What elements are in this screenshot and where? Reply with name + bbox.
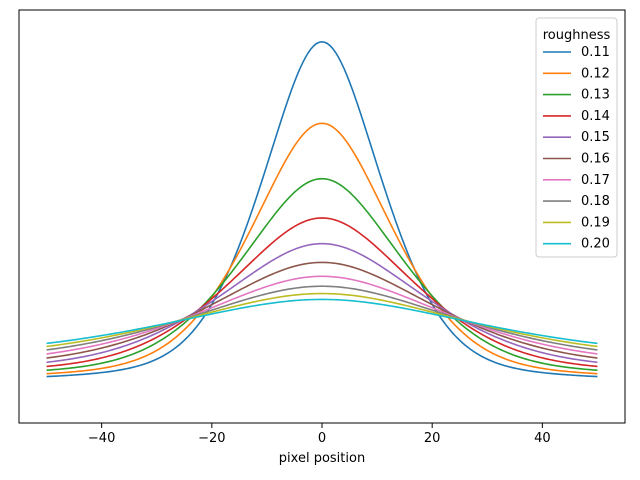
x-tick-label: 0 [318, 431, 326, 446]
legend-label: 0.18 [581, 194, 610, 209]
x-tick-label: 40 [534, 431, 551, 446]
series-line-0-15 [46, 242, 598, 364]
legend-label: 0.19 [581, 215, 610, 230]
series-line-0-18 [46, 285, 598, 351]
legend-label: 0.16 [581, 152, 610, 167]
series-line-0-13 [46, 177, 598, 372]
legend-label: 0.11 [581, 45, 610, 60]
legend-label: 0.17 [581, 173, 610, 188]
legend-label: 0.13 [581, 88, 610, 103]
series-line-0-16 [46, 261, 598, 359]
series-line-0-14 [46, 217, 598, 368]
legend-label: 0.20 [581, 237, 610, 252]
series-line-0-12 [46, 122, 598, 375]
x-axis: −40 −20 0 20 40 [88, 423, 551, 446]
plot-area [19, 10, 625, 423]
legend-label: 0.15 [581, 130, 610, 145]
x-axis-title: pixel position [279, 451, 365, 466]
legend-items: 0.11 0.12 0.13 0.14 0.15 0.16 0.17 0.18 0.19 0.20 [543, 45, 610, 252]
legend-label: 0.14 [581, 109, 610, 124]
legend: roughness 0.110.120.130.140.150.160.170.… [535, 17, 618, 258]
x-tick-label: −40 [88, 431, 115, 446]
series-line-0-17 [46, 275, 598, 355]
legend-frame [535, 17, 618, 258]
series-layer [46, 40, 598, 378]
x-tick-label: 20 [424, 431, 441, 446]
series-line-0-19 [46, 292, 598, 348]
legend-title: roughness [543, 28, 611, 43]
series-line-0-11 [46, 40, 598, 378]
x-tick-label: −20 [198, 431, 225, 446]
legend-label: 0.12 [581, 66, 610, 81]
series-line-0-20 [46, 298, 598, 345]
